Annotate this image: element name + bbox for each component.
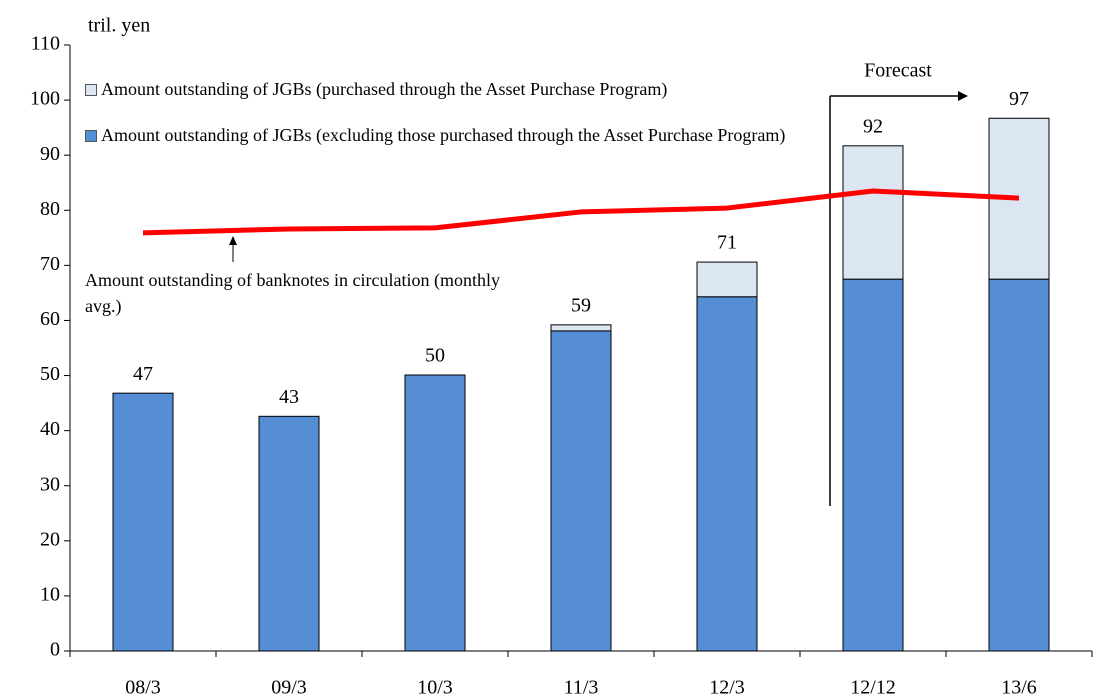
bar-segment — [988, 278, 1050, 652]
bar-segment — [112, 392, 174, 652]
line-annotation: Amount outstanding of banknotes in circu… — [85, 270, 500, 316]
bar-segment — [696, 296, 758, 652]
legend-entry: Amount outstanding of JGBs (excluding th… — [85, 124, 805, 146]
y-tick-label: 50 — [40, 363, 60, 385]
data-label: 92 — [863, 115, 883, 137]
x-tick-label: 12/12 — [850, 677, 896, 699]
arrow-head — [229, 236, 237, 245]
y-tick-label: 10 — [40, 584, 60, 606]
y-tick-label: 30 — [40, 473, 60, 495]
y-tick-label: 110 — [31, 33, 60, 55]
x-tick-label: 09/3 — [271, 677, 307, 699]
bar-segment — [696, 261, 758, 298]
bar-segment — [404, 374, 466, 652]
data-label: 97 — [1009, 88, 1029, 110]
y-tick-label: 70 — [40, 253, 60, 275]
data-label: 43 — [279, 386, 299, 408]
bar-segment — [842, 278, 904, 652]
x-tick-label: 13/6 — [1001, 677, 1037, 699]
data-label: 59 — [571, 294, 591, 316]
legend-swatch — [85, 84, 97, 96]
arrow-head — [958, 91, 968, 101]
data-label: 50 — [425, 345, 445, 367]
y-tick-label: 100 — [30, 88, 60, 110]
legend-swatch — [85, 130, 97, 142]
legend-label: Amount outstanding of JGBs (excluding th… — [101, 125, 786, 145]
y-tick-label: 80 — [40, 198, 60, 220]
y-tick-label: 90 — [40, 143, 60, 165]
y-tick-label: 60 — [40, 308, 60, 330]
y-tick-label: 40 — [40, 418, 60, 440]
x-tick-label: 12/3 — [709, 677, 745, 699]
line-series — [142, 188, 1020, 236]
x-tick-label: 08/3 — [125, 677, 161, 699]
x-tick-label: 10/3 — [417, 677, 453, 699]
bar-segment — [842, 145, 904, 280]
x-tick-label: 11/3 — [564, 677, 599, 699]
legend-entry: Amount outstanding of JGBs (purchased th… — [85, 78, 667, 100]
bar-segment — [258, 415, 320, 652]
y-axis-label: tril. yen — [88, 15, 150, 37]
data-label: 71 — [717, 232, 737, 254]
bar-segment — [550, 330, 612, 652]
y-tick-label: 0 — [50, 639, 60, 661]
y-tick-label: 20 — [40, 528, 60, 550]
bar-segment — [550, 324, 612, 332]
legend-label: Amount outstanding of JGBs (purchased th… — [101, 79, 668, 99]
data-label: 47 — [133, 363, 153, 385]
forecast-label: Forecast — [864, 60, 932, 82]
